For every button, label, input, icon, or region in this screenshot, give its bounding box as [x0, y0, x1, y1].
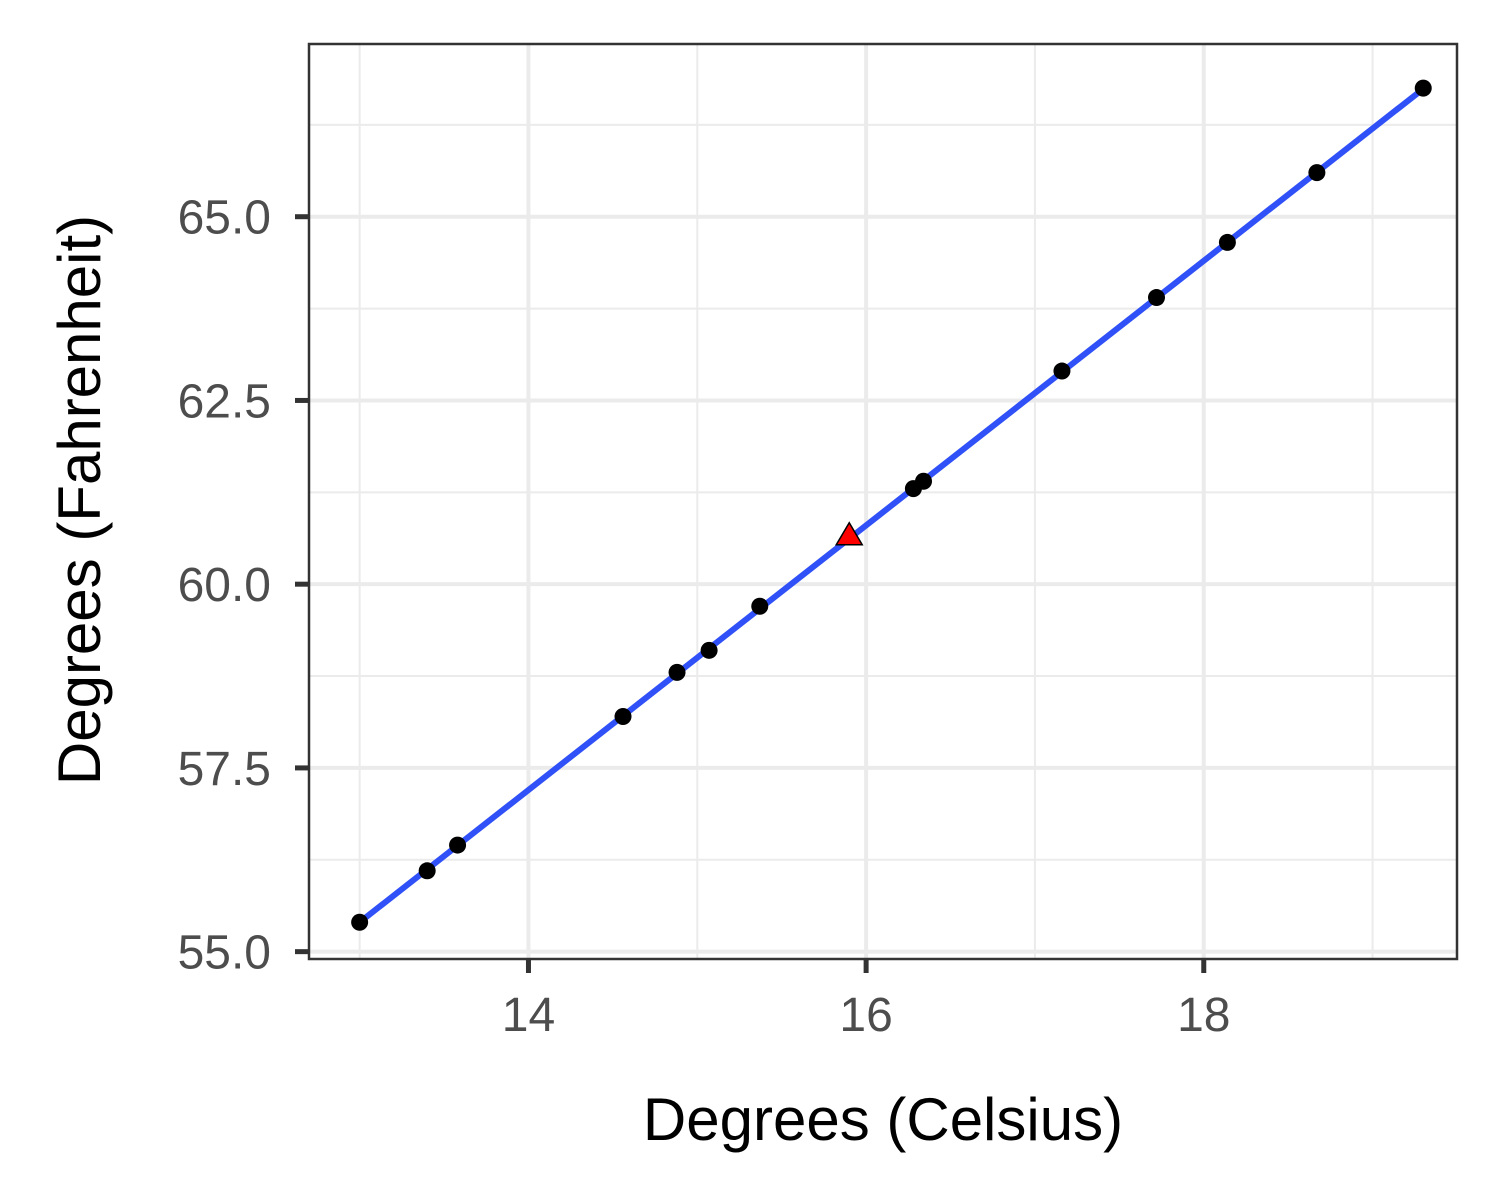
data-point: [449, 836, 467, 854]
data-point: [1218, 233, 1236, 251]
fit-line-layer: [357, 86, 1426, 925]
data-point: [915, 472, 933, 490]
y-tick-label: 57.5: [178, 743, 271, 796]
highlight-point-layer: [834, 521, 864, 546]
highlight-triangle-point: [834, 521, 864, 546]
data-point: [351, 913, 369, 931]
y-tick-label: 65.0: [178, 192, 271, 245]
data-point: [1147, 289, 1165, 307]
x-tick-label: 14: [502, 989, 555, 1042]
x-tick-label: 18: [1177, 989, 1230, 1042]
major-gridlines: [309, 44, 1457, 959]
y-tick-label: 55.0: [178, 927, 271, 980]
x-axis-title: Degrees (Celsius): [643, 1086, 1123, 1153]
data-point: [1308, 164, 1326, 182]
data-points: [351, 79, 1432, 931]
data-point: [418, 862, 436, 880]
data-point: [1414, 79, 1432, 97]
data-point: [614, 707, 632, 725]
minor-gridlines: [309, 44, 1457, 959]
x-axis-ticks: 14 16 18: [502, 959, 1230, 1042]
y-tick-label: 60.0: [178, 559, 271, 612]
fit-line: [357, 86, 1426, 925]
data-point: [700, 641, 718, 659]
data-point: [751, 597, 769, 615]
data-point: [1053, 362, 1071, 380]
y-tick-label: 62.5: [178, 375, 271, 428]
data-point: [668, 663, 686, 681]
panel-border: [307, 42, 1459, 961]
y-axis-ticks: 55.0 57.5 60.0 62.5 65.0: [178, 192, 309, 980]
x-tick-label: 16: [839, 989, 892, 1042]
y-axis-title: Degrees (Fahrenheit): [46, 215, 113, 785]
